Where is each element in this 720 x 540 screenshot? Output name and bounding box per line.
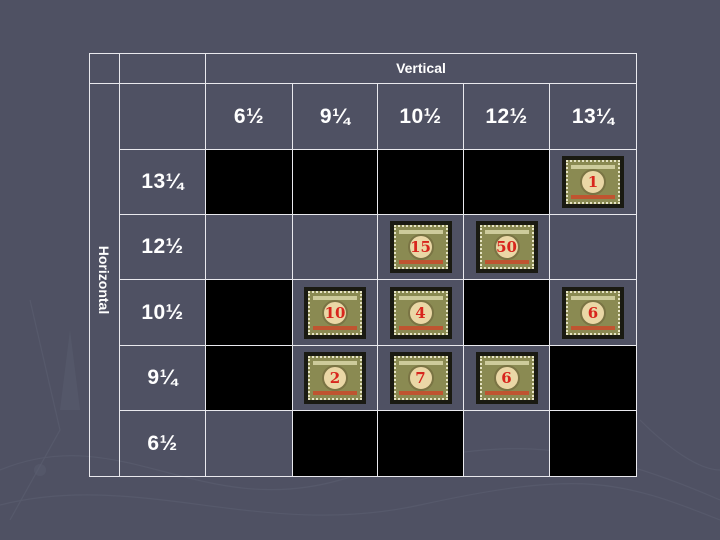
stamp-cell: 50 (464, 215, 550, 280)
stamp-body: 1 (566, 160, 620, 204)
stamp-numeral: 7 (407, 365, 434, 391)
stamp-top-band (313, 295, 357, 300)
filled-cell (206, 346, 293, 411)
stamp-body: 50 (479, 225, 534, 269)
stamp-bottom-band (398, 325, 443, 330)
horizontal-header: Horizontal (96, 245, 112, 315)
row-header: 10½ (120, 280, 206, 346)
stamp-body: 6 (566, 290, 620, 335)
stamp-numeral: 50 (493, 234, 520, 260)
empty-cell (464, 411, 550, 477)
stamp-body: 6 (479, 356, 534, 400)
stamp-numeral: 10 (322, 299, 348, 326)
postage-stamp: 1 (562, 156, 624, 208)
corner-cell (120, 53, 206, 84)
stamp-cell: 2 (293, 346, 378, 411)
row-header: 9¼ (120, 346, 206, 411)
empty-cell (206, 411, 293, 477)
stamp-body: 7 (393, 356, 448, 400)
corner-cell (89, 53, 120, 84)
stamp-cell: 1 (550, 150, 637, 215)
stamp-bottom-band (484, 391, 529, 395)
postage-stamp: 15 (389, 221, 452, 273)
stamp-top-band (484, 361, 529, 365)
empty-cell (550, 215, 637, 280)
filled-cell (378, 150, 464, 215)
column-header: 13¼ (550, 84, 637, 150)
stamp-cell: 7 (378, 346, 464, 411)
stamp-top-band (313, 361, 357, 365)
filled-cell (293, 411, 378, 477)
stamp-body: 10 (308, 290, 362, 335)
postage-stamp: 7 (389, 352, 452, 404)
stamp-cell: 15 (378, 215, 464, 280)
stamp-bottom-band (484, 260, 529, 264)
row-header: 12½ (120, 215, 206, 280)
stamp-numeral: 15 (407, 234, 434, 260)
stamp-body: 2 (308, 356, 362, 400)
column-header: 6½ (206, 84, 293, 150)
postage-stamp: 4 (389, 286, 452, 339)
empty-cell (206, 215, 293, 280)
stamp-bottom-band (398, 260, 443, 264)
horizontal-header-cell: Horizontal (89, 84, 120, 477)
column-header: 9¼ (293, 84, 378, 150)
stamp-bottom-band (313, 391, 357, 395)
filled-cell (550, 346, 637, 411)
stamp-bottom-band (571, 325, 615, 330)
stamp-top-band (571, 295, 615, 300)
column-header: 12½ (464, 84, 550, 150)
stamp-numeral: 6 (493, 365, 520, 391)
filled-cell (550, 411, 637, 477)
postage-stamp: 10 (304, 286, 366, 339)
vertical-header: Vertical (206, 53, 637, 84)
postage-stamp: 6 (562, 286, 624, 339)
stamp-cell: 6 (464, 346, 550, 411)
column-header: 10½ (378, 84, 464, 150)
filled-cell (378, 411, 464, 477)
filled-cell (206, 280, 293, 346)
stamp-top-band (398, 230, 443, 234)
stamp-cell: 4 (378, 280, 464, 346)
stamp-top-band (484, 230, 529, 234)
stamp-numeral: 6 (580, 299, 606, 326)
header-empty-cell (120, 84, 206, 150)
stamp-body: 4 (393, 290, 448, 335)
row-header: 13¼ (120, 150, 206, 215)
filled-cell (464, 150, 550, 215)
empty-cell (293, 215, 378, 280)
postage-stamp: 6 (475, 352, 538, 404)
stamp-top-band (571, 165, 615, 169)
filled-cell (464, 280, 550, 346)
stamp-bottom-band (313, 325, 357, 330)
filled-cell (293, 150, 378, 215)
stamp-bottom-band (571, 195, 615, 199)
postage-stamp: 50 (475, 221, 538, 273)
postage-stamp: 2 (304, 352, 366, 404)
stamp-numeral: 2 (322, 365, 348, 391)
perforation-grid-table: Vertical Horizontal 6½ 9¼ 10½ 12½ 13¼ 13¼ 1 12½ 15… (89, 53, 637, 477)
filled-cell (206, 150, 293, 215)
stamp-numeral: 1 (580, 169, 606, 195)
stamp-cell: 6 (550, 280, 637, 346)
stamp-bottom-band (398, 391, 443, 395)
stamp-body: 15 (393, 225, 448, 269)
stamp-top-band (398, 295, 443, 300)
stamp-cell: 10 (293, 280, 378, 346)
stamp-numeral: 4 (407, 299, 434, 326)
stamp-top-band (398, 361, 443, 365)
row-header: 6½ (120, 411, 206, 477)
